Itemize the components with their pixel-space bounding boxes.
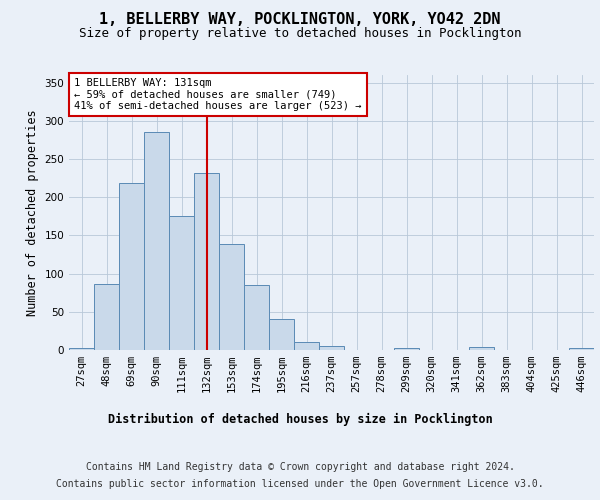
Bar	[119, 184, 144, 350]
Text: Contains public sector information licensed under the Open Government Licence v3: Contains public sector information licen…	[56, 479, 544, 489]
Bar	[219, 244, 244, 350]
Text: Size of property relative to detached houses in Pocklington: Size of property relative to detached ho…	[79, 28, 521, 40]
Bar	[294, 342, 319, 350]
Bar	[394, 348, 419, 350]
Bar	[69, 348, 94, 350]
Bar	[319, 346, 344, 350]
Text: Contains HM Land Registry data © Crown copyright and database right 2024.: Contains HM Land Registry data © Crown c…	[86, 462, 514, 472]
Bar	[144, 132, 169, 350]
Bar	[194, 173, 219, 350]
Text: 1, BELLERBY WAY, POCKLINGTON, YORK, YO42 2DN: 1, BELLERBY WAY, POCKLINGTON, YORK, YO42…	[99, 12, 501, 28]
Bar	[244, 285, 269, 350]
Bar	[469, 347, 494, 350]
Bar	[269, 320, 294, 350]
Bar	[169, 216, 194, 350]
Y-axis label: Number of detached properties: Number of detached properties	[26, 109, 39, 316]
Text: Distribution of detached houses by size in Pocklington: Distribution of detached houses by size …	[107, 412, 493, 426]
Bar	[94, 284, 119, 350]
Bar	[569, 348, 594, 350]
Text: 1 BELLERBY WAY: 131sqm
← 59% of detached houses are smaller (749)
41% of semi-de: 1 BELLERBY WAY: 131sqm ← 59% of detached…	[74, 78, 362, 111]
